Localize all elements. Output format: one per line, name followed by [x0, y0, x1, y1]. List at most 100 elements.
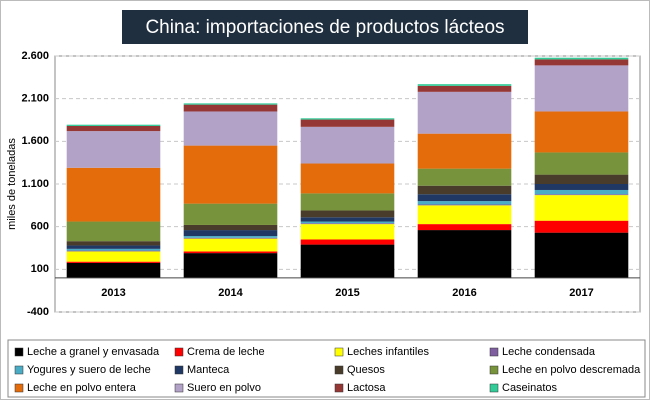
bar-segment	[534, 65, 629, 112]
legend-label: Yogures y suero de leche	[27, 364, 151, 376]
bar-segment	[66, 262, 161, 278]
bar-segment	[417, 91, 512, 134]
x-tick-label: 2013	[101, 287, 125, 299]
bar-segment	[183, 251, 278, 254]
y-tick-label: 100	[31, 263, 49, 275]
legend-swatch	[174, 347, 184, 357]
legend-swatch	[334, 383, 344, 393]
bar-segment	[417, 201, 512, 205]
bar-segment	[417, 230, 512, 278]
bar-segment	[534, 195, 629, 221]
bar-segment	[66, 124, 161, 126]
legend-label: Manteca	[187, 364, 230, 376]
bar-segment	[534, 111, 629, 153]
bar-segment	[183, 104, 278, 112]
bar-segment	[66, 221, 161, 242]
bar-segment	[66, 250, 161, 252]
bar-segment	[417, 224, 512, 231]
bar-segment	[534, 174, 629, 184]
legend-label: Caseinatos	[502, 382, 558, 394]
x-tick-label: 2016	[452, 287, 476, 299]
y-tick-label: 2.100	[21, 93, 49, 105]
legend-label: Leche en polvo entera	[27, 382, 137, 394]
bar-segment	[534, 194, 629, 196]
legend-swatch	[174, 365, 184, 375]
bar-segment	[66, 125, 161, 132]
bar-segment	[300, 193, 395, 211]
legend-label: Lactosa	[347, 382, 386, 394]
bar-segment	[300, 224, 395, 240]
bar-segment	[183, 238, 278, 252]
bar-segment	[66, 248, 161, 251]
bar-segment	[183, 103, 278, 105]
bar-segment	[534, 189, 629, 195]
bar-segment	[183, 230, 278, 237]
legend-label: Leches infantiles	[347, 346, 429, 358]
legend-label: Leche condensada	[502, 346, 596, 358]
bar-segment	[183, 111, 278, 146]
bar-segment	[534, 220, 629, 233]
title-box	[122, 10, 528, 44]
bar-segment	[300, 119, 395, 127]
bar-segment	[183, 253, 278, 278]
bar-segment	[66, 241, 161, 246]
y-tick-label: 600	[31, 221, 49, 233]
bar-segment	[183, 237, 278, 239]
bar-segment	[66, 167, 161, 222]
chart-title: China: importaciones de productos lácteo…	[145, 17, 504, 38]
legend-label: Suero en polvo	[187, 382, 261, 394]
legend-swatch	[174, 383, 184, 393]
bar-segment	[300, 223, 395, 225]
bar-segment	[417, 84, 512, 86]
x-tick-label: 2017	[569, 287, 593, 299]
bar-segment	[66, 251, 161, 262]
legend-swatch	[489, 347, 499, 357]
bar-segment	[534, 232, 629, 278]
legend-swatch	[489, 365, 499, 375]
y-tick-label: -400	[27, 306, 49, 318]
x-tick-label: 2015	[335, 287, 359, 299]
bar-segment	[300, 217, 395, 222]
bar-segment	[417, 168, 512, 186]
legend-label: Crema de leche	[187, 346, 265, 358]
y-axis-label: miles de toneladas	[6, 138, 18, 230]
bar-segment	[66, 245, 161, 249]
bar-segment	[534, 57, 629, 60]
bar-segment	[183, 236, 278, 238]
bar-segment	[300, 221, 395, 224]
bar-segment	[300, 126, 395, 164]
bar-segment	[183, 224, 278, 231]
x-tick-label: 2014	[218, 287, 243, 299]
legend-box	[7, 339, 646, 398]
bar-segment	[300, 163, 395, 194]
y-tick-label: 2.600	[21, 50, 49, 62]
bar-segment	[417, 85, 512, 92]
bar-segment	[183, 203, 278, 225]
legend-swatch	[334, 365, 344, 375]
bar-segment	[417, 205, 512, 225]
legend-label: Quesos	[347, 364, 385, 376]
legend-swatch	[334, 347, 344, 357]
legend-swatch	[489, 383, 499, 393]
legend-swatch	[14, 365, 24, 375]
bar-segment	[300, 210, 395, 218]
bar-segment	[534, 184, 629, 190]
legend-label: Leche en polvo descremada	[502, 364, 641, 376]
bar-segment	[300, 239, 395, 245]
bar-segment	[417, 194, 512, 202]
bar-segment	[183, 145, 278, 204]
bar-segment	[417, 133, 512, 169]
y-tick-label: 1.100	[21, 178, 49, 190]
bar-segment	[417, 185, 512, 195]
legend-label: Leche a granel y envasada	[27, 346, 160, 358]
bar-segment	[417, 204, 512, 206]
bar-segment	[534, 59, 629, 66]
bar-segment	[534, 152, 629, 175]
legend-swatch	[14, 347, 24, 357]
bar-segment	[66, 131, 161, 168]
bar-segment	[66, 261, 161, 263]
y-tick-label: 1.600	[21, 135, 49, 147]
bar-segment	[300, 244, 395, 278]
legend-swatch	[14, 383, 24, 393]
